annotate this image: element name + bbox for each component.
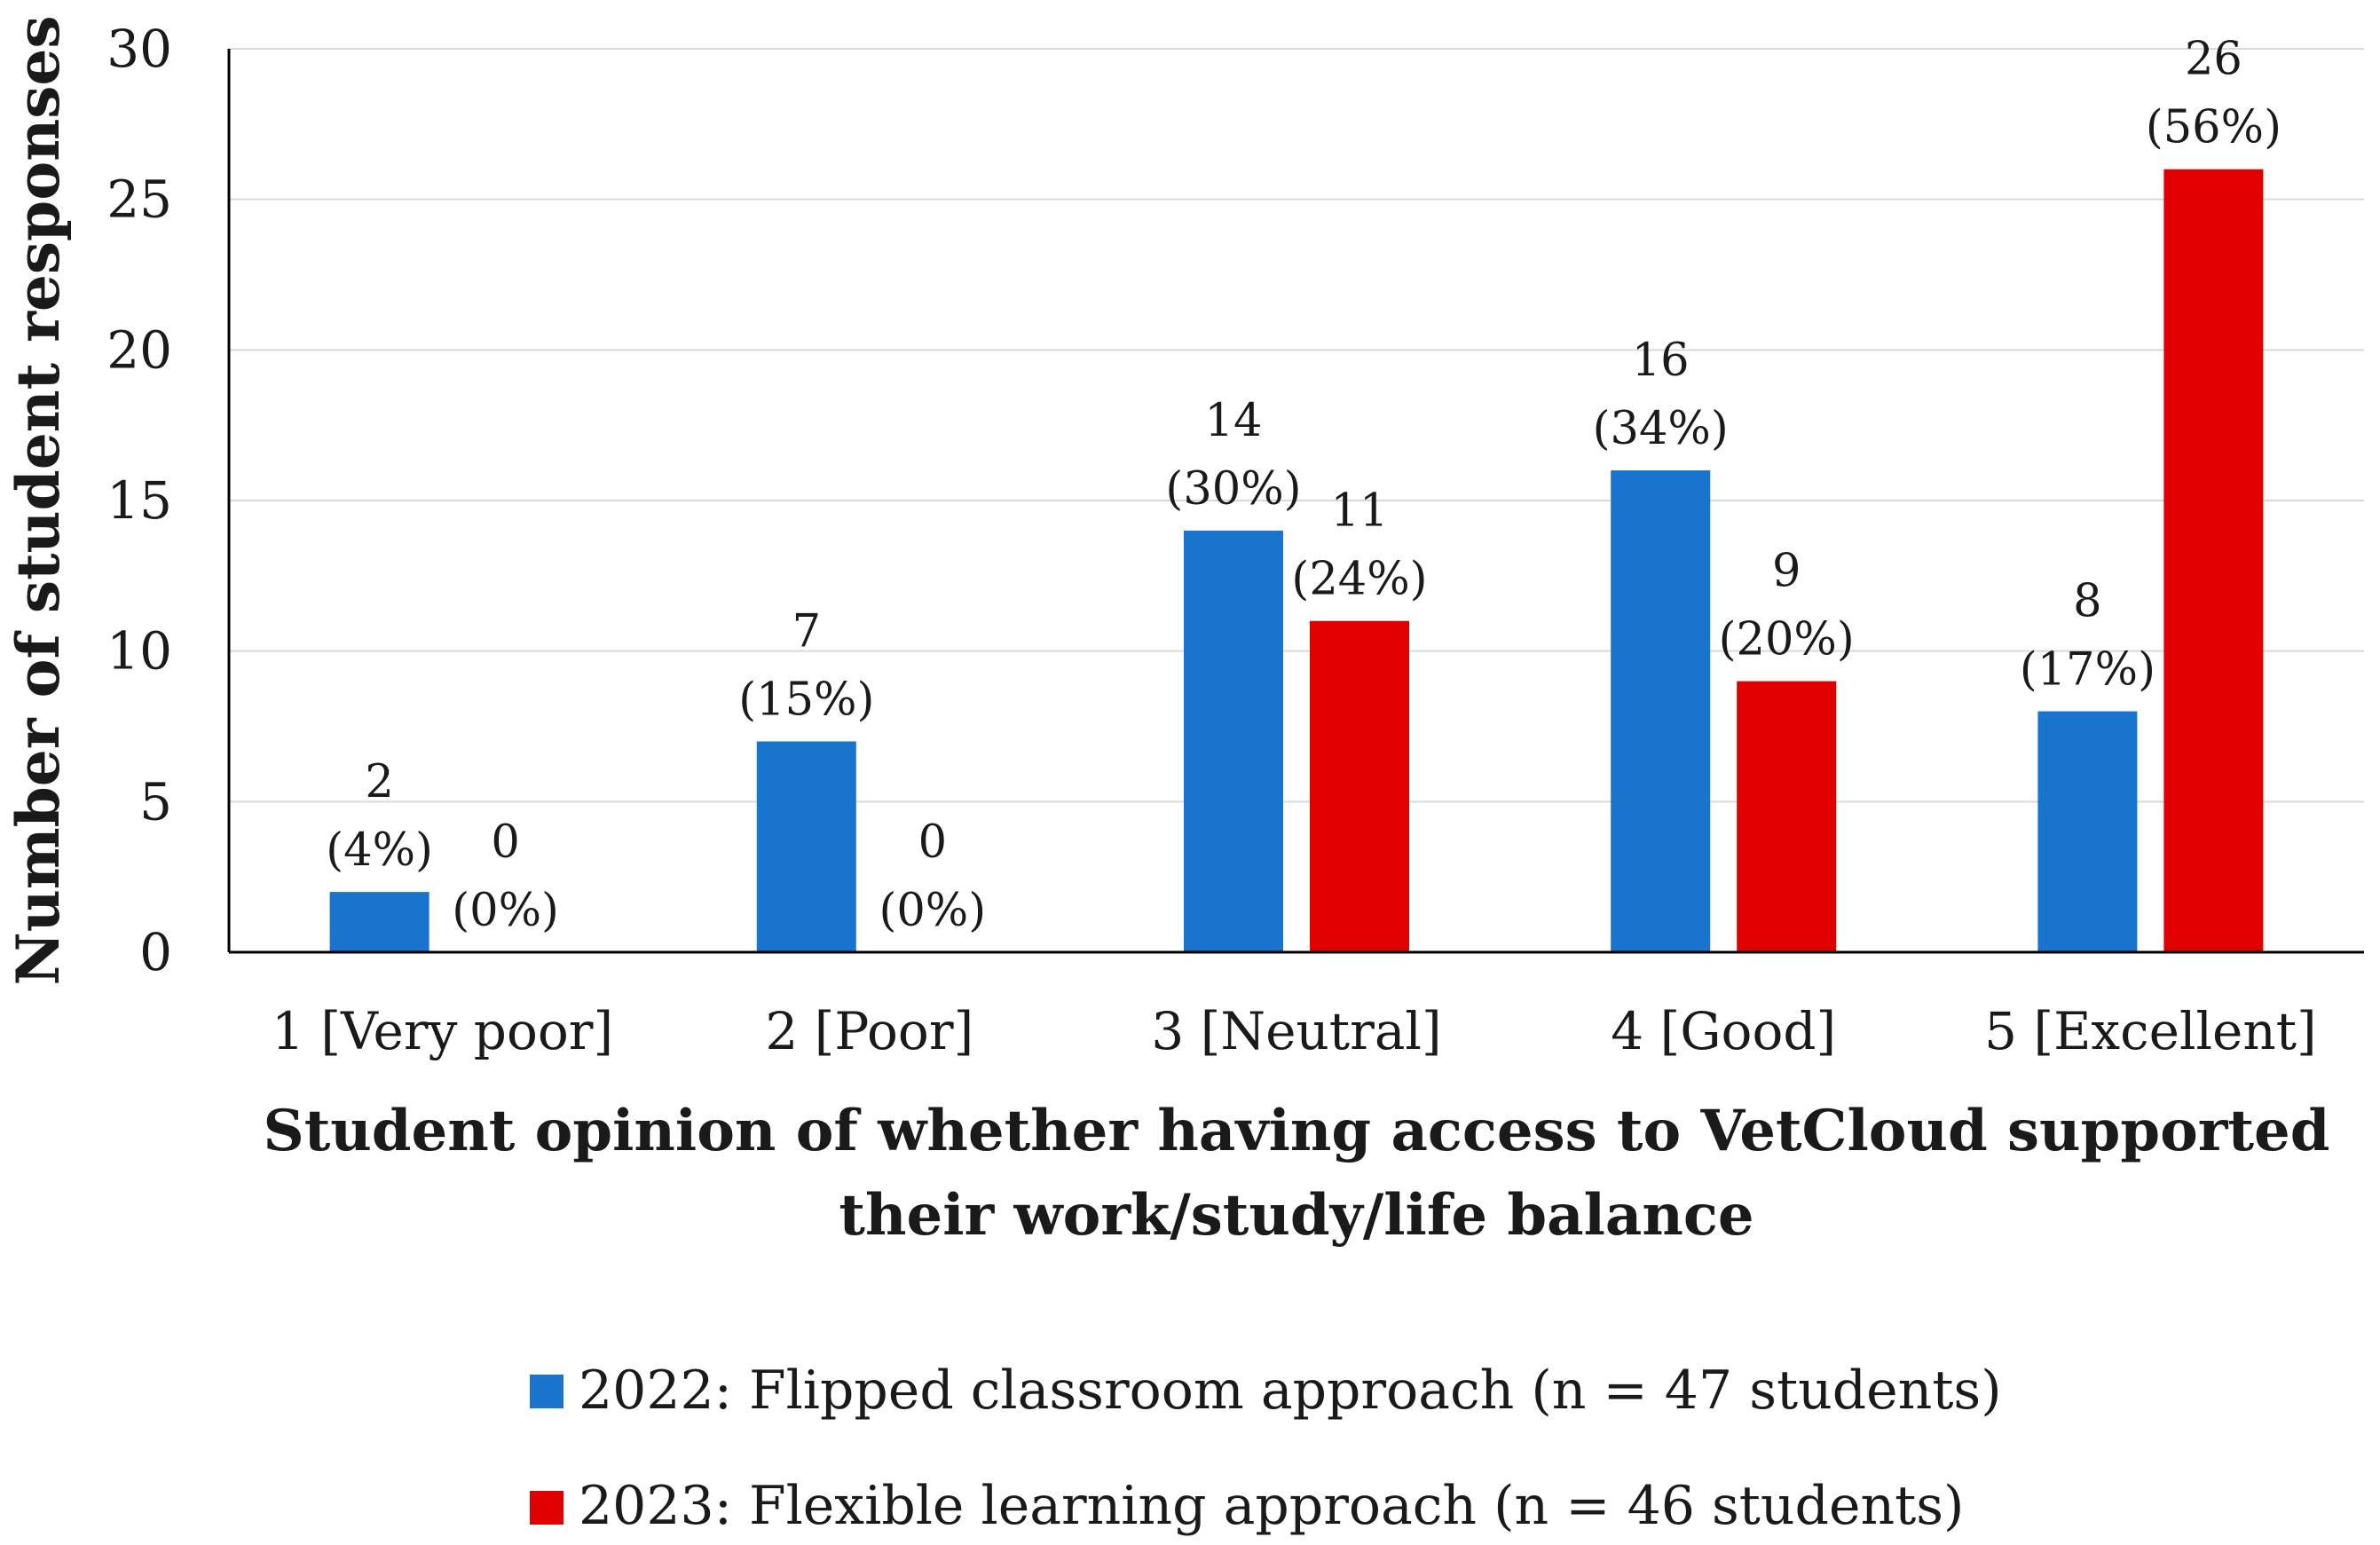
legend-label-2022: 2022: Flipped classroom approach (n = 47… [579,1360,2002,1422]
y-tick-label: 5 [139,771,172,832]
category-labels: 1 [Very poor] 2 [Poor] 3 [Neutral] 4 [Good]… [272,1001,2317,1061]
x-axis-title-line-1: Student opinion of whether having access… [263,1098,2329,1164]
category-label: 3 [Neutral] [1151,1001,1441,1061]
y-tick-label: 0 [139,922,172,982]
bar-2023 [2163,169,2264,952]
data-label-value: 9 [1772,546,1801,598]
data-label-percent: (24%) [1291,554,1427,606]
data-label-percent: (15%) [738,674,874,726]
bars [329,169,2264,952]
bar-2022 [2037,711,2138,952]
bar-2022 [1184,530,1283,952]
bar-2022 [1611,470,1711,952]
data-label-value: 0 [918,816,947,869]
data-labels: (4%) 2 (0%) 0 (15%) 7 (0%) 0 (30%) 14 (24%) 11 (34%)… [326,34,2281,937]
legend-label-2023: 2023: Flexible learning approach (n = 46… [579,1475,1964,1537]
data-label-percent: (34%) [1593,403,1729,455]
bar-2022 [756,741,856,952]
y-tick-label: 25 [106,169,172,230]
category-label: 5 [Excellent] [1984,1001,2317,1061]
data-label-value: 16 [1632,335,1690,387]
legend: 2022: Flipped classroom approach (n = 47… [530,1360,2002,1537]
y-tick-label: 15 [106,470,172,531]
data-label-percent: (0%) [879,885,986,937]
category-label: 1 [Very poor] [272,1001,613,1061]
y-tick-label: 30 [106,19,172,79]
data-label-percent: (17%) [2020,644,2155,697]
data-label-value: 2 [365,756,393,808]
y-tick-label: 10 [106,621,172,682]
bar-2023 [1310,620,1409,952]
data-label-percent: (56%) [2146,102,2281,154]
gridlines [229,48,2364,803]
data-label-percent: (0%) [452,885,559,937]
y-axis-title: Number of student responses [4,15,73,985]
axes [227,49,2364,954]
data-label-value: 14 [1205,395,1263,447]
category-label: 2 [Poor] [765,1001,973,1061]
data-label-value: 26 [2185,34,2242,86]
data-label-percent: (30%) [1165,463,1301,516]
data-label-percent: (20%) [1719,614,1855,666]
data-label-value: 0 [491,816,519,869]
y-tick-label: 20 [106,319,172,380]
data-label-value: 8 [2073,576,2101,628]
x-axis-title-line-2: their work/study/life balance [839,1182,1753,1249]
data-label-value: 11 [1331,485,1389,538]
data-label-value: 7 [792,605,821,658]
legend-swatch-2023 [530,1491,563,1525]
category-label: 4 [Good] [1611,1001,1836,1061]
bar-2023 [1737,681,1837,952]
y-tick-labels: 0 5 10 15 20 25 30 [106,19,172,982]
data-label-percent: (4%) [326,824,433,877]
bar-2022 [329,892,430,952]
legend-swatch-2022 [530,1375,563,1408]
